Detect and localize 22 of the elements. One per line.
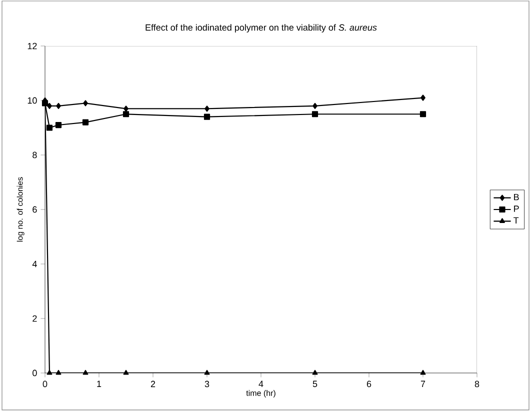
x-tick-label: 0	[42, 380, 48, 388]
x-axis-title: time (hr)	[246, 390, 276, 398]
x-tick-label: 4	[258, 380, 264, 387]
chart-title: Effect of the iodinated polymer on the viability of S. aureus	[146, 24, 377, 32]
y-tick-label: 12	[28, 42, 37, 50]
x-tick-label: 5	[312, 380, 318, 388]
x-tick-label: 3	[204, 380, 210, 388]
y-tick-label: 10	[28, 97, 37, 104]
legend-label: P	[514, 206, 519, 212]
x-tick-label: 7	[420, 380, 426, 387]
y-tick-label: 0	[32, 370, 37, 376]
x-tick-label: 8	[474, 380, 480, 388]
legend-label: T	[514, 217, 519, 224]
y-axis-title: log no. of colonies	[16, 177, 24, 242]
x-tick-label: 1	[97, 380, 102, 387]
x-tick-label: 6	[366, 380, 372, 388]
y-tick-label: 2	[32, 315, 37, 322]
y-tick-label: 6	[32, 206, 37, 213]
y-tick-label: 8	[32, 152, 37, 158]
x-tick-label: 2	[150, 380, 156, 388]
legend-label: B	[514, 194, 519, 200]
y-tick-label: 4	[32, 260, 37, 268]
